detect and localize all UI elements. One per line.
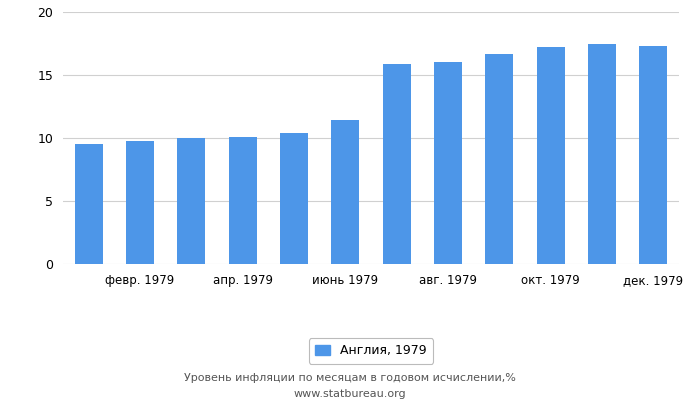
Text: Уровень инфляции по месяцам в годовом исчислении,%: Уровень инфляции по месяцам в годовом ис… xyxy=(184,373,516,383)
Bar xyxy=(434,62,462,264)
Bar xyxy=(280,133,308,264)
Bar xyxy=(331,120,360,264)
Bar xyxy=(74,144,103,264)
Legend: Англия, 1979: Англия, 1979 xyxy=(309,338,433,364)
Text: www.statbureau.org: www.statbureau.org xyxy=(294,389,406,399)
Bar xyxy=(228,137,257,264)
Bar xyxy=(177,138,206,264)
Bar xyxy=(639,46,667,264)
Bar xyxy=(126,140,154,264)
Bar xyxy=(382,64,411,264)
Bar xyxy=(485,54,513,264)
Bar xyxy=(588,44,616,264)
Bar xyxy=(536,47,565,264)
